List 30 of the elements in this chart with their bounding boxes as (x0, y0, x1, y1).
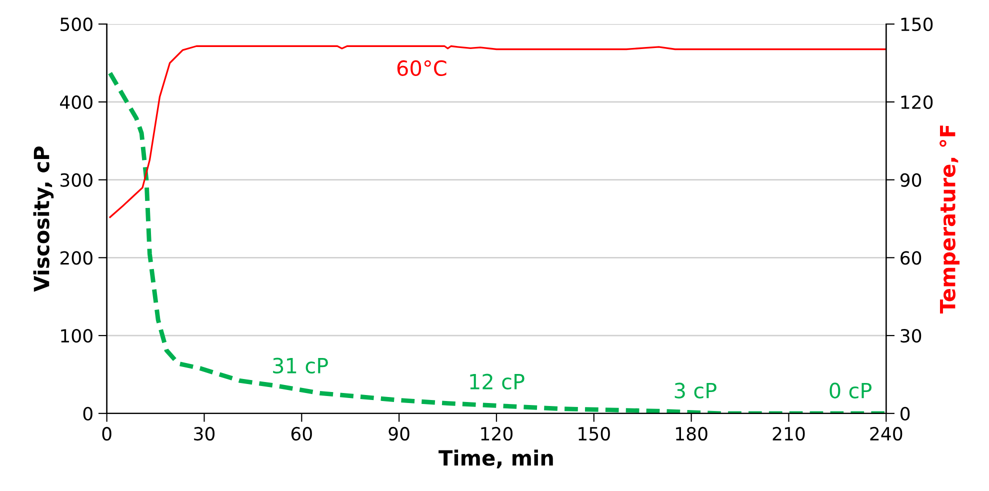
x-tick-label: 60 (291, 426, 312, 441)
x-tick-label: 120 (481, 426, 513, 441)
x-tick-label: 210 (772, 426, 805, 441)
y2-tick-label: 0 (900, 406, 910, 421)
y-tick-label: 100 (61, 329, 92, 343)
y2-tick-label: 150 (901, 18, 933, 32)
x-tick-label: 30 (194, 426, 215, 441)
annotation: 60°C (397, 60, 446, 76)
y-tick-label: 500 (60, 18, 92, 32)
x-tick-label: 180 (676, 426, 708, 441)
annotation: 31 cP (273, 358, 328, 374)
line-series (109, 45, 886, 218)
y2-axis-title: Temperature, °F (940, 126, 960, 314)
y2-tick-label: 60 (900, 251, 922, 265)
annotation: 12 cP (470, 374, 524, 390)
annotation: 3 cP (674, 382, 716, 398)
x-tick-label: 150 (578, 426, 610, 441)
x-axis-title: Time, min (438, 450, 553, 468)
y-tick-label: 0 (83, 406, 92, 421)
y-axis-title: Viscosity, cP (33, 146, 54, 292)
y-tick-label: 300 (60, 173, 92, 187)
y2-tick-label: 120 (901, 95, 933, 110)
y2-tick-label: 90 (900, 173, 922, 187)
annotation: 0 cP (830, 382, 872, 398)
x-tick-label: 0 (102, 426, 112, 441)
y-tick-label: 200 (60, 251, 92, 265)
x-tick-label: 240 (870, 426, 902, 441)
y-tick-label: 400 (60, 95, 92, 110)
x-tick-label: 90 (388, 426, 410, 441)
y2-tick-label: 30 (900, 329, 922, 343)
